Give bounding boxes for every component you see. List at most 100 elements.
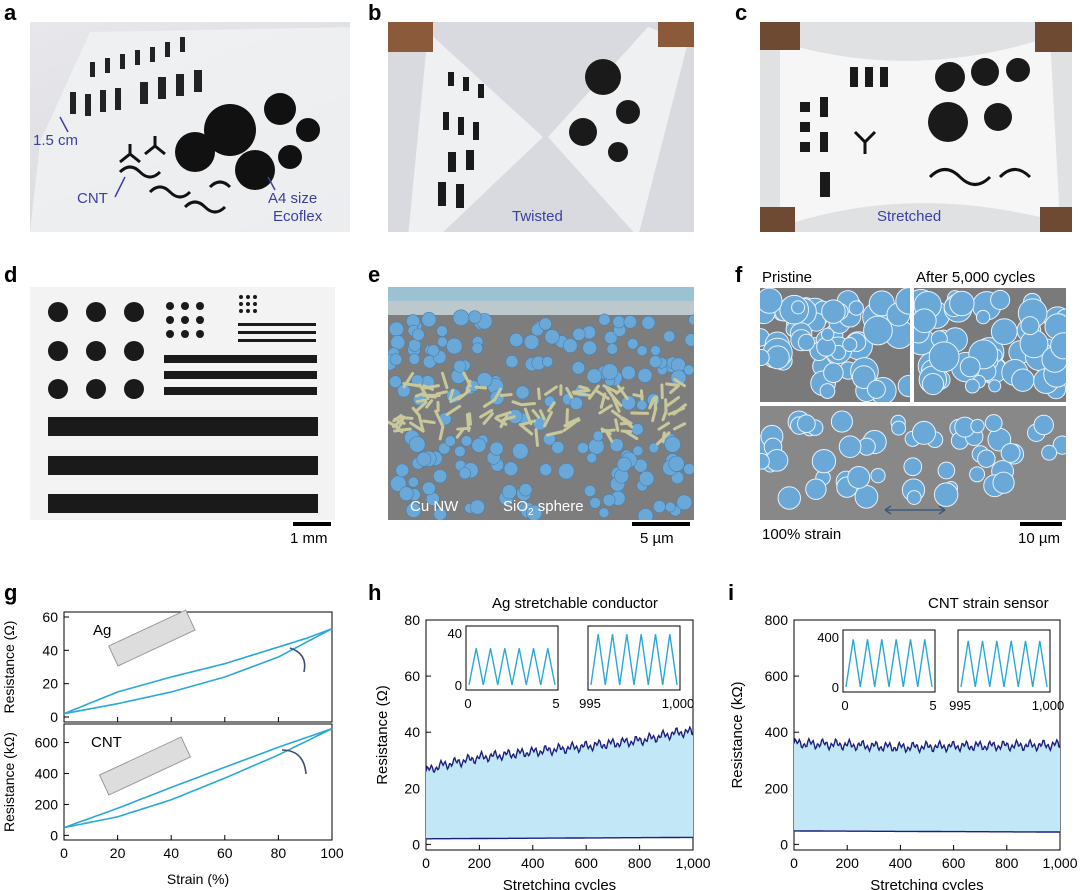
- ag-hysteresis-curve: [63, 627, 333, 715]
- x-tick-label: 60: [217, 845, 233, 861]
- sio2-sphere: [407, 476, 419, 488]
- sio2-sphere: [928, 341, 960, 373]
- sio2-sphere: [990, 289, 1011, 310]
- sio2-sphere: [602, 493, 616, 507]
- sio2-sphere: [601, 363, 619, 380]
- cu-nanowire: [543, 410, 553, 428]
- sio2-sphere: [616, 456, 632, 472]
- cu-nanowire: [545, 430, 564, 437]
- cu-nanowire: [474, 385, 488, 390]
- chart-i-title: CNT strain sensor: [928, 595, 1049, 612]
- inset-x-tick: 995: [579, 696, 601, 711]
- cu-nanowire: [611, 409, 622, 419]
- cu-nanowire: [600, 427, 612, 436]
- x-tick-label: 600: [942, 855, 966, 871]
- sem-pristine-spheres: [760, 288, 910, 402]
- cu-nanowire: [537, 387, 541, 400]
- photo-c-stretched: [760, 22, 1072, 232]
- x-tick-label: 1,000: [1042, 855, 1077, 871]
- cu-nanowire: [422, 384, 440, 390]
- photo-b-sheet: [388, 22, 694, 232]
- cu-nanowire: [665, 382, 680, 387]
- cu-nanowire: [501, 415, 516, 422]
- sio2-sphere: [422, 481, 436, 496]
- sio2-sphere: [664, 501, 676, 513]
- cu-nanowire: [418, 383, 430, 400]
- base-resistance-trace: [426, 836, 693, 840]
- sio2-sphere: [821, 327, 835, 342]
- inset-x-tick: 5: [929, 698, 936, 713]
- cycling-envelope-fill: [794, 738, 1060, 832]
- sio2-sphere: [937, 461, 956, 480]
- sio2-sphere: [903, 457, 923, 477]
- cu-nanowire: [457, 388, 471, 401]
- sio2-sphere: [895, 288, 910, 315]
- y-tick-label: 200: [765, 780, 789, 796]
- printed-pattern-image: [30, 287, 335, 520]
- sio2-sphere: [509, 332, 524, 348]
- x-tick-label: 0: [60, 845, 68, 861]
- sio2-sphere: [990, 318, 1018, 346]
- cu-nanowire: [417, 414, 425, 433]
- sio2-sphere: [760, 348, 770, 367]
- sio2-sphere: [1041, 444, 1058, 461]
- scale-bar-e: [632, 522, 690, 526]
- cu-nanowire: [455, 428, 464, 439]
- cu-nanowire: [609, 393, 623, 408]
- label-ag: Ag: [93, 622, 112, 639]
- x-tick-label: 1,000: [675, 855, 710, 871]
- sio2-sphere: [586, 452, 598, 464]
- y-tick-label: 20: [404, 780, 420, 796]
- sio2-sphere: [427, 344, 440, 357]
- x-tick-label: 80: [271, 845, 287, 861]
- cu-nanowire: [414, 400, 428, 414]
- sio2-sphere: [797, 333, 815, 351]
- inset-x-tick: 995: [949, 698, 971, 713]
- cu-nanowire: [534, 428, 540, 448]
- scale-bar-f: [1020, 522, 1062, 526]
- panel-label-d: d: [4, 262, 18, 287]
- cu-nanowire: [566, 417, 580, 425]
- sio2-sphere: [988, 379, 1002, 393]
- inset-x-tick: 0: [841, 698, 848, 713]
- sio2-sphere: [598, 507, 610, 519]
- sio2-sphere: [598, 313, 611, 326]
- inset-y-tick: 0: [832, 680, 839, 695]
- sio2-sphere: [409, 436, 426, 453]
- cu-nanowire: [619, 421, 632, 426]
- base-resistance-trace: [794, 830, 1060, 833]
- sio2-sphere: [558, 462, 575, 480]
- sio2-sphere: [577, 442, 589, 454]
- sio2-sphere: [446, 337, 463, 355]
- sio2-sphere: [452, 309, 470, 326]
- y-tick-label: 400: [765, 724, 789, 740]
- sio2-sphere: [501, 484, 517, 500]
- cu-nanowire: [669, 384, 680, 395]
- sio2-sphere: [959, 356, 981, 378]
- cu-nanowire: [479, 408, 494, 419]
- sio2-sphere: [538, 317, 552, 331]
- sio2-sphere: [519, 483, 533, 497]
- sio2-sphere: [471, 342, 484, 354]
- inset-x-tick: 5: [552, 696, 559, 711]
- sio2-sphere: [975, 309, 991, 325]
- cu-nanowire: [425, 399, 434, 409]
- x-tick-label: 200: [468, 855, 492, 871]
- sio2-sphere: [395, 463, 410, 478]
- cu-nanowire: [482, 398, 496, 408]
- sio2-sphere: [1050, 332, 1066, 360]
- cu-nanowire: [493, 387, 503, 401]
- sio2-sphere: [933, 482, 959, 507]
- chart-frame: [63, 611, 333, 723]
- sem-cross-section-drawing: [388, 287, 694, 520]
- cu-nanowire: [445, 404, 462, 416]
- cu-nanowire: [666, 395, 681, 407]
- sio2-sphere: [637, 368, 653, 383]
- y-tick-label: 60: [404, 668, 420, 684]
- sio2-sphere: [649, 355, 662, 368]
- y-tick-label: 600: [765, 668, 789, 684]
- peak-resistance-trace: [425, 725, 694, 773]
- inset-y-tick: 40: [448, 626, 462, 641]
- cu-nanowire: [565, 408, 569, 425]
